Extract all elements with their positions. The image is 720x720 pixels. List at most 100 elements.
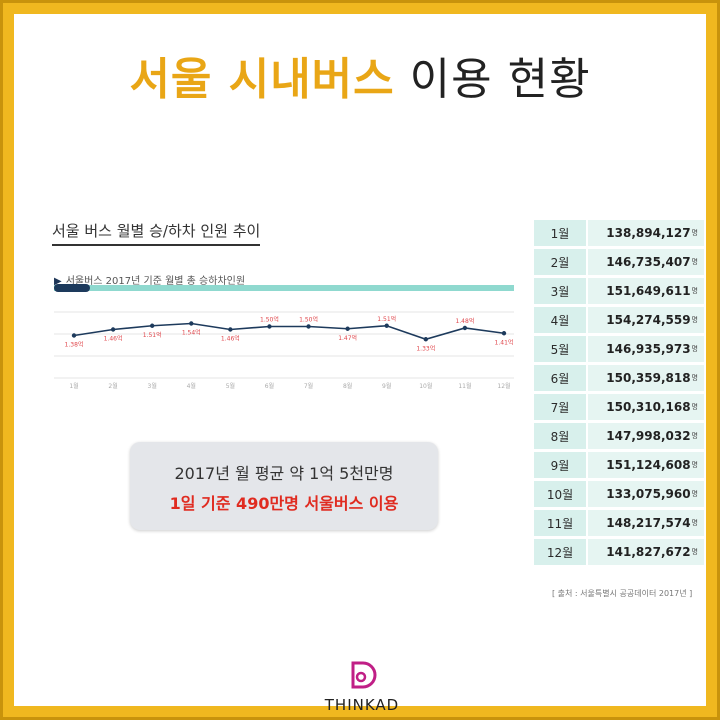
title-highlight: 서울 시내버스	[129, 54, 395, 105]
table-value-cell: 146,935,973 명	[588, 336, 704, 362]
table-month-cell: 2월	[534, 249, 586, 275]
summary-callout: 2017년 월 평균 약 1억 5천만명 1일 기준 490만명 서울버스 이용	[130, 442, 438, 530]
table-unit: 명	[691, 490, 698, 498]
table-value: 150,359,818	[606, 371, 691, 385]
table-row: 3월 151,649,611 명	[534, 278, 704, 304]
table-value: 147,998,032	[606, 429, 691, 443]
table-row: 10월 133,075,960 명	[534, 481, 704, 507]
data-point	[267, 324, 272, 329]
table-value-cell: 147,998,032 명	[588, 423, 704, 449]
x-tick-label: 10월	[419, 382, 432, 390]
table-unit: 명	[691, 519, 698, 527]
data-label: 1.46억	[104, 335, 123, 343]
x-tick-label: 8월	[343, 382, 352, 390]
labels-layer: 1.38억 1.46억 1.51억 1.54억 1.46억 1.50억 1.50억 1.47억…	[65, 315, 514, 353]
table-unit: 명	[691, 287, 698, 295]
table-unit: 명	[691, 374, 698, 382]
monthly-table: 1월 138,894,127 명 2월 146,735,407 명 3월 151,649,61…	[534, 220, 704, 568]
data-label: 1.46억	[221, 335, 240, 343]
table-value: 151,124,608	[606, 458, 691, 472]
table-month-cell: 12월	[534, 539, 586, 565]
table-value: 151,649,611	[606, 284, 691, 298]
table-month-cell: 11월	[534, 510, 586, 536]
table-value-cell: 151,649,611 명	[588, 278, 704, 304]
series-layer	[73, 322, 505, 341]
chart-subtitle: ▶ 서울버스 2017년 기준 월별 총 승하차인원	[54, 272, 245, 287]
data-point	[189, 321, 194, 326]
x-tick-label: 7월	[304, 382, 313, 390]
table-row: 5월 146,935,973 명	[534, 336, 704, 362]
brand-logo: THINKAD	[312, 660, 412, 714]
x-tick-label: 1월	[69, 382, 78, 390]
table-value-cell: 154,274,559 명	[588, 307, 704, 333]
table-unit: 명	[691, 403, 698, 411]
data-point	[462, 325, 468, 331]
table-month-cell: 3월	[534, 278, 586, 304]
table-unit: 명	[691, 258, 698, 266]
data-point	[149, 323, 155, 328]
table-month-cell: 4월	[534, 307, 586, 333]
data-label: 1.50억	[260, 316, 279, 324]
table-row: 8월 147,998,032 명	[534, 423, 704, 449]
table-unit: 명	[691, 229, 698, 237]
table-unit: 명	[691, 461, 698, 469]
table-month-cell: 5월	[534, 336, 586, 362]
data-point	[423, 337, 429, 342]
data-label: 1.47억	[338, 334, 357, 342]
table-value: 154,274,559	[606, 313, 691, 327]
data-point	[306, 324, 311, 329]
table-value-cell: 150,359,818 명	[588, 365, 704, 391]
data-point	[345, 326, 350, 331]
data-label: 1.48억	[455, 317, 474, 325]
table-value-cell: 138,894,127 명	[588, 220, 704, 246]
data-label: 1.33억	[416, 344, 435, 352]
table-unit: 명	[691, 432, 698, 440]
data-label: 1.51억	[143, 331, 162, 339]
table-value: 148,217,574	[606, 516, 691, 530]
table-value-cell: 148,217,574 명	[588, 510, 704, 536]
table-unit: 명	[691, 345, 698, 353]
x-tick-label: 9월	[382, 382, 391, 390]
thinkad-logo-icon	[351, 661, 377, 689]
table-value: 146,935,973	[606, 342, 691, 356]
x-tick-label: 4월	[187, 382, 196, 390]
table-value-cell: 150,310,168 명	[588, 394, 704, 420]
table-row: 12월 141,827,672 명	[534, 539, 704, 565]
chart-title: 서울 버스 월별 승/하차 인원 추이	[52, 220, 261, 246]
table-value: 146,735,407	[606, 255, 691, 269]
brand-name: THINKAD	[324, 696, 400, 714]
data-label: 1.41억	[495, 338, 514, 346]
data-point	[384, 323, 389, 328]
table-row: 11월 148,217,574 명	[534, 510, 704, 536]
grid-layer	[54, 311, 514, 379]
table-row: 4월 154,274,559 명	[534, 307, 704, 333]
title-rest: 이용 현황	[409, 54, 591, 105]
x-tick-label: 3월	[148, 382, 157, 390]
table-unit: 명	[691, 316, 698, 324]
infographic-panel: 서울 버스 월별 승/하차 인원 추이 ▶ 서울버스 2017년 기준 월별 총 …	[34, 194, 704, 614]
table-value-cell: 146,735,407 명	[588, 249, 704, 275]
table-unit: 명	[691, 548, 698, 556]
chart-top-bar-accent	[54, 284, 90, 292]
chart-top-bar	[54, 285, 514, 291]
table-row: 1월 138,894,127 명	[534, 220, 704, 246]
triangle-icon: ▶	[54, 276, 62, 287]
x-tick-label: 2월	[108, 382, 117, 390]
data-point	[501, 331, 507, 336]
chart-subtitle-text: 서울버스 2017년 기준 월별 총 승하차인원	[65, 276, 246, 287]
table-value-cell: 141,827,672 명	[588, 539, 704, 565]
x-tick-label: 12월	[497, 382, 510, 390]
x-tick-label: 11월	[458, 382, 471, 390]
table-row: 7월 150,310,168 명	[534, 394, 704, 420]
data-point	[110, 327, 116, 332]
table-value: 150,310,168	[606, 400, 691, 414]
table-month-cell: 6월	[534, 365, 586, 391]
table-month-cell: 1월	[534, 220, 586, 246]
table-row: 2월 146,735,407 명	[534, 249, 704, 275]
table-month-cell: 9월	[534, 452, 586, 478]
callout-line-2: 1일 기준 490만명 서울버스 이용	[169, 494, 399, 513]
data-label: 1.54억	[182, 329, 201, 337]
table-row: 6월 150,359,818 명	[534, 365, 704, 391]
table-month-cell: 7월	[534, 394, 586, 420]
table-value-cell: 151,124,608 명	[588, 452, 704, 478]
